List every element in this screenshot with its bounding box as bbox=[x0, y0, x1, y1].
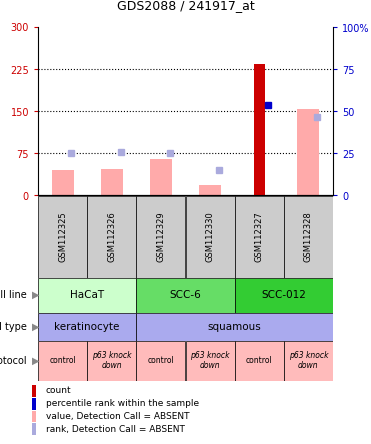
Text: GSM112328: GSM112328 bbox=[304, 211, 313, 262]
Bar bbox=[186, 341, 235, 381]
Bar bbox=[235, 341, 284, 381]
Bar bbox=[136, 278, 235, 313]
Text: GSM112330: GSM112330 bbox=[206, 211, 214, 262]
Text: control: control bbox=[148, 356, 174, 365]
Text: rank, Detection Call = ABSENT: rank, Detection Call = ABSENT bbox=[46, 425, 184, 434]
Text: value, Detection Call = ABSENT: value, Detection Call = ABSENT bbox=[46, 412, 189, 421]
Text: GSM112329: GSM112329 bbox=[157, 211, 165, 262]
Text: HaCaT: HaCaT bbox=[70, 290, 104, 300]
Text: cell line: cell line bbox=[0, 290, 27, 300]
Text: SCC-6: SCC-6 bbox=[170, 290, 201, 300]
Text: GSM112327: GSM112327 bbox=[255, 211, 264, 262]
Bar bbox=[52, 170, 74, 195]
Bar bbox=[235, 195, 284, 278]
Text: cell type: cell type bbox=[0, 321, 27, 332]
Text: count: count bbox=[46, 386, 71, 396]
Text: percentile rank within the sample: percentile rank within the sample bbox=[46, 399, 199, 408]
Text: GDS2088 / 241917_at: GDS2088 / 241917_at bbox=[116, 0, 255, 12]
Bar bbox=[235, 278, 333, 313]
Bar bbox=[38, 278, 136, 313]
Text: ▶: ▶ bbox=[32, 321, 40, 332]
Bar bbox=[136, 313, 333, 341]
Bar bbox=[136, 195, 186, 278]
Bar bbox=[297, 109, 319, 195]
Bar bbox=[150, 159, 172, 195]
Bar bbox=[254, 64, 265, 195]
Text: p63 knock
down: p63 knock down bbox=[190, 351, 230, 370]
Text: p63 knock
down: p63 knock down bbox=[289, 351, 328, 370]
Bar bbox=[186, 195, 235, 278]
Bar bbox=[32, 385, 36, 397]
Bar bbox=[87, 195, 136, 278]
Bar bbox=[32, 411, 36, 422]
Text: p63 knock
down: p63 knock down bbox=[92, 351, 131, 370]
Bar bbox=[32, 398, 36, 409]
Bar bbox=[32, 424, 36, 435]
Text: protocol: protocol bbox=[0, 356, 27, 365]
Bar bbox=[199, 186, 221, 195]
Text: SCC-012: SCC-012 bbox=[262, 290, 306, 300]
Text: control: control bbox=[246, 356, 273, 365]
Text: control: control bbox=[49, 356, 76, 365]
Bar bbox=[136, 341, 186, 381]
Text: ▶: ▶ bbox=[32, 356, 40, 365]
Bar bbox=[284, 195, 333, 278]
Bar bbox=[38, 313, 136, 341]
Bar bbox=[87, 341, 136, 381]
Bar bbox=[38, 195, 87, 278]
Bar bbox=[101, 169, 123, 195]
Text: ▶: ▶ bbox=[32, 290, 40, 300]
Text: squamous: squamous bbox=[208, 321, 262, 332]
Text: GSM112326: GSM112326 bbox=[107, 211, 116, 262]
Text: GSM112325: GSM112325 bbox=[58, 211, 67, 262]
Text: keratinocyte: keratinocyte bbox=[55, 321, 120, 332]
Bar bbox=[38, 341, 87, 381]
Bar bbox=[284, 341, 333, 381]
